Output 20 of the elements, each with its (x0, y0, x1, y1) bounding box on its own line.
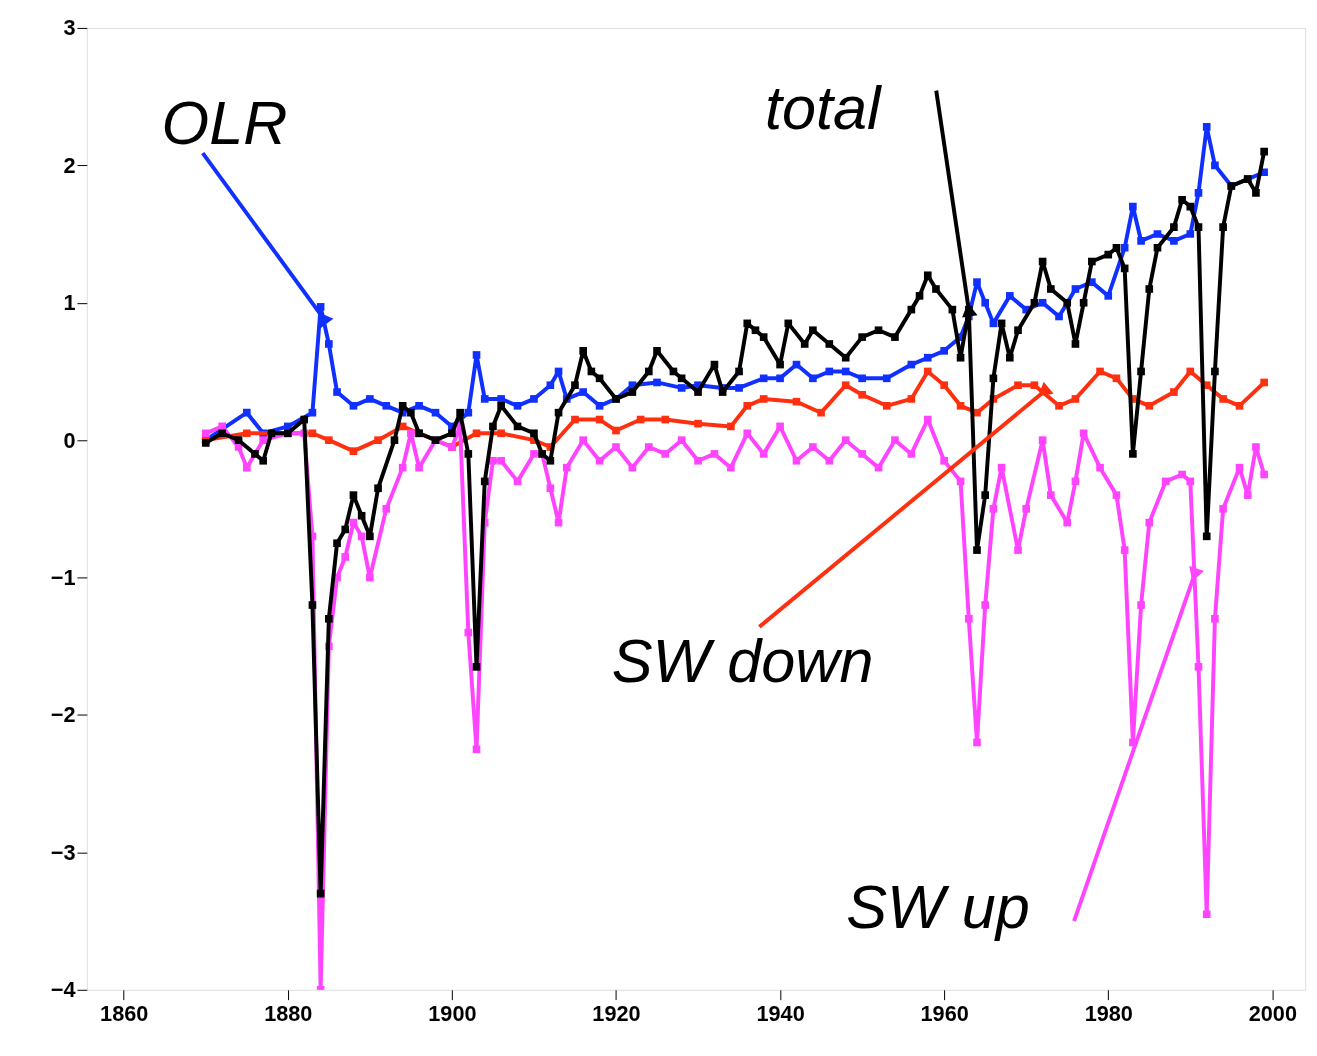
x-tick-label: 1940 (756, 1000, 805, 1026)
y-tick-label: −3 (50, 839, 76, 865)
annotation: SW up (846, 872, 1030, 941)
x-tick-label: 1960 (920, 1000, 969, 1026)
y-tick-label: 2 (63, 152, 76, 178)
annotation: SW down (611, 627, 874, 696)
y-tick-label: 1 (63, 290, 76, 316)
x-tick-label: 1860 (100, 1000, 149, 1026)
x-tick-label: 2000 (1248, 1000, 1297, 1026)
y-tick-label: −4 (50, 977, 76, 1003)
annotation: OLR (161, 89, 288, 158)
y-tick-label: −1 (50, 564, 76, 590)
annotation: total (764, 74, 882, 143)
x-tick-label: 1980 (1084, 1000, 1133, 1026)
y-tick-label: −2 (50, 702, 76, 728)
x-tick-label: 1920 (592, 1000, 641, 1026)
y-tick-label: 3 (63, 15, 76, 41)
x-tick-label: 1900 (428, 1000, 477, 1026)
x-tick-label: 1880 (264, 1000, 313, 1026)
y-tick-label: 0 (63, 427, 76, 453)
